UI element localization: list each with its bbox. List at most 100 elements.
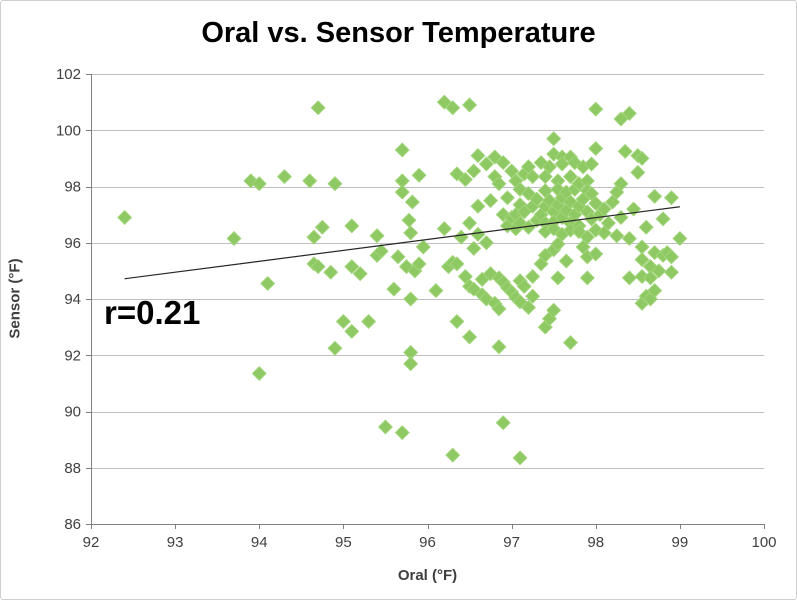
data-point [457, 171, 473, 187]
data-point [323, 264, 339, 280]
data-point [672, 231, 688, 247]
data-point [512, 215, 528, 231]
data-point [411, 167, 427, 183]
data-point [663, 190, 679, 206]
data-point [335, 313, 351, 330]
data-point [655, 211, 671, 227]
data-point [445, 447, 461, 463]
data-point [466, 240, 482, 256]
data-point [563, 169, 579, 185]
x-tick-label: 96 [419, 534, 436, 551]
data-point [520, 299, 536, 315]
data-point [276, 169, 292, 185]
data-point [361, 313, 377, 330]
data-point [243, 173, 259, 189]
data-point [634, 268, 650, 285]
data-point [251, 366, 267, 382]
data-point [495, 415, 511, 431]
data-point [621, 105, 637, 121]
data-point [541, 159, 557, 175]
data-point [415, 239, 431, 255]
data-point [478, 235, 494, 251]
data-point [525, 288, 541, 304]
data-point [401, 212, 417, 228]
data-point [525, 268, 541, 285]
y-tick-label: 96 [64, 235, 81, 252]
y-tick-label: 90 [64, 404, 81, 421]
data-point [462, 97, 478, 113]
data-point [609, 228, 625, 244]
data-point [390, 249, 406, 265]
data-point [588, 222, 604, 238]
data-point [546, 302, 562, 318]
data-point [404, 194, 420, 210]
y-tick-label: 100 [56, 122, 81, 139]
data-point [491, 301, 507, 317]
data-point [642, 270, 658, 286]
data-point [373, 243, 389, 259]
data-point [567, 155, 583, 171]
data-point [310, 100, 326, 116]
data-point [647, 283, 663, 299]
data-point [352, 266, 368, 282]
data-point [588, 195, 604, 211]
data-point [260, 276, 276, 292]
data-point [466, 163, 482, 179]
trendline [124, 206, 680, 280]
x-tick-label: 97 [503, 534, 520, 551]
data-point [563, 335, 579, 351]
data-point [584, 156, 600, 172]
data-point [403, 225, 419, 241]
x-tick-label: 99 [672, 534, 689, 551]
data-point [462, 215, 478, 231]
data-point [651, 263, 667, 279]
data-point [630, 164, 646, 180]
data-point [512, 450, 528, 466]
data-point [546, 131, 562, 147]
data-point [529, 191, 545, 207]
data-point [462, 329, 478, 345]
data-point [495, 155, 511, 171]
data-point [600, 215, 616, 231]
data-point [394, 142, 410, 158]
data-point [251, 176, 267, 192]
data-point [470, 148, 486, 164]
data-point [466, 281, 482, 297]
data-point [596, 225, 612, 241]
data-point [478, 291, 494, 307]
data-point [588, 141, 604, 157]
data-point [550, 270, 566, 286]
y-tick-label: 92 [64, 347, 81, 364]
data-point [306, 229, 322, 245]
x-tick-label: 92 [83, 534, 100, 551]
data-point [520, 219, 536, 235]
data-point [302, 173, 318, 189]
data-point [327, 176, 343, 192]
x-tick-label: 93 [167, 534, 184, 551]
data-point [617, 143, 633, 159]
data-point [613, 176, 629, 192]
data-point [634, 252, 650, 268]
data-point [428, 283, 444, 299]
data-point [621, 270, 637, 286]
data-point [554, 156, 570, 172]
data-point [487, 149, 503, 165]
data-point [403, 356, 419, 372]
data-point [491, 176, 507, 192]
data-point [327, 340, 343, 356]
data-point [491, 339, 507, 355]
data-point [533, 155, 549, 171]
data-point [525, 169, 541, 185]
data-point [647, 188, 663, 204]
data-point [588, 101, 604, 117]
data-point [516, 278, 532, 294]
data-point [613, 209, 629, 225]
data-point [314, 219, 330, 235]
data-point [558, 253, 574, 269]
y-tick-label: 86 [64, 516, 81, 533]
data-point [344, 323, 360, 339]
x-tick-label: 98 [587, 534, 604, 551]
data-point [369, 228, 385, 244]
